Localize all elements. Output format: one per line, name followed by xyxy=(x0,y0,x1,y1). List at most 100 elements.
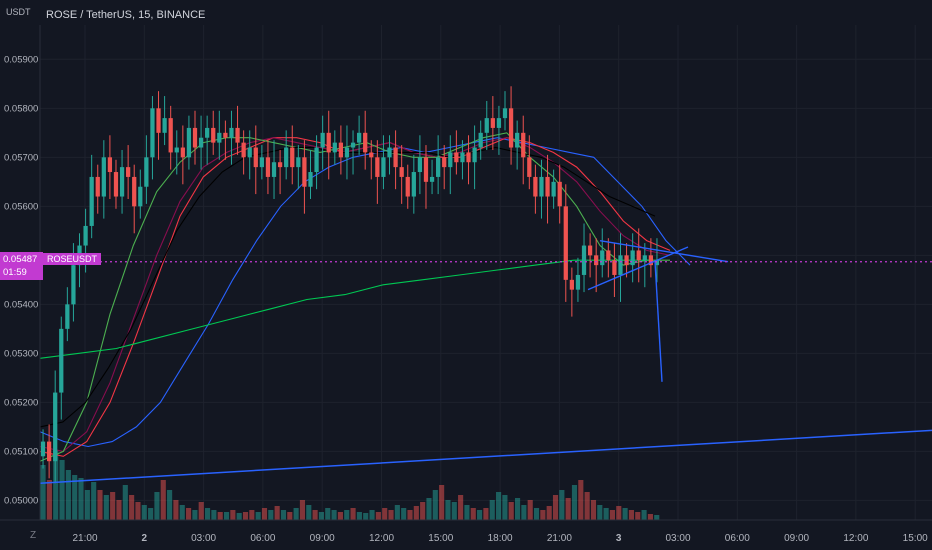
volume-bar xyxy=(261,508,268,520)
candle-body xyxy=(448,152,453,168)
candle-body xyxy=(496,118,502,128)
candle-body xyxy=(442,157,447,168)
y-tick-label: 0.05400 xyxy=(4,299,38,310)
candle-body xyxy=(551,181,556,197)
x-tick-label: 06:00 xyxy=(250,533,275,544)
volume-bar xyxy=(432,490,438,520)
volume-bar xyxy=(369,510,375,520)
volume-bar xyxy=(337,512,343,520)
volume-bar xyxy=(186,508,192,520)
volume-bar xyxy=(249,510,255,520)
volume-bar xyxy=(167,490,173,520)
x-tick-label: 03:00 xyxy=(191,533,216,544)
candle-body xyxy=(466,152,471,163)
volume-bar xyxy=(325,508,331,520)
volume-bar xyxy=(223,512,230,520)
candle-body xyxy=(436,157,441,177)
candle-body xyxy=(350,142,356,148)
candle-body xyxy=(144,157,149,187)
volume-bar xyxy=(116,500,122,520)
candle-body xyxy=(557,181,562,207)
candle-body xyxy=(132,176,137,207)
candle-body xyxy=(71,265,76,305)
candle-body xyxy=(113,172,119,197)
candle-body xyxy=(101,157,106,197)
candle-body xyxy=(265,157,271,177)
candle-body xyxy=(119,167,125,197)
timezone-icon[interactable]: Z xyxy=(30,530,37,541)
volume-bar xyxy=(204,508,211,520)
volume-bar xyxy=(641,510,647,520)
y-tick-label: 0.05000 xyxy=(4,495,38,506)
moving-average-line xyxy=(39,259,650,359)
candle-body xyxy=(284,147,289,168)
candle-body xyxy=(198,137,204,148)
candle-body xyxy=(89,176,94,226)
volume-bar xyxy=(489,500,495,520)
y-tick-label: 0.05300 xyxy=(4,348,38,359)
x-tick-label: 03:00 xyxy=(665,533,690,544)
candle-body xyxy=(229,127,234,138)
volume-bar xyxy=(439,485,445,520)
volume-bar xyxy=(647,514,653,520)
candle-body xyxy=(606,250,611,261)
volume-bar xyxy=(198,502,204,520)
volume-bar xyxy=(40,465,46,520)
candle-body xyxy=(502,108,508,119)
candle-body xyxy=(156,108,161,133)
candle-body xyxy=(429,176,435,182)
candle-body xyxy=(375,157,380,177)
volume-bar xyxy=(401,508,407,520)
candle-body xyxy=(211,127,216,143)
volume-bar xyxy=(255,512,261,520)
y-tick-label: 0.05700 xyxy=(4,152,38,163)
volume-bar xyxy=(527,500,533,520)
volume-bar xyxy=(287,512,293,520)
y-tick-label: 0.05900 xyxy=(4,54,38,65)
volume-bar xyxy=(242,512,249,520)
candle-body xyxy=(150,108,155,158)
x-tick-label: 15:00 xyxy=(903,533,928,544)
candle-body xyxy=(393,147,398,168)
volume-bar xyxy=(344,510,350,520)
candle-body xyxy=(83,225,88,246)
x-tick-label: 21:00 xyxy=(72,533,97,544)
volume-bar xyxy=(293,508,299,520)
volume-bar xyxy=(603,508,609,520)
volume-bar xyxy=(609,510,616,520)
unit-label: USDT xyxy=(6,7,31,17)
projection-line xyxy=(654,261,663,382)
candle-body xyxy=(405,176,410,197)
volume-bar xyxy=(521,505,527,520)
candle-body xyxy=(533,176,538,197)
volume-bar xyxy=(78,478,84,520)
volume-bar xyxy=(483,508,489,520)
y-tick-label: 0.05600 xyxy=(4,201,38,212)
trend-line xyxy=(39,429,932,484)
volume-bar xyxy=(571,485,578,520)
triangle-upper-line xyxy=(599,239,729,263)
x-tick-label: 06:00 xyxy=(725,533,750,544)
candle-body xyxy=(314,147,319,173)
volume-bar xyxy=(502,495,508,520)
candle-body xyxy=(363,132,368,153)
candle-body xyxy=(356,132,362,143)
volume-bar xyxy=(622,508,628,520)
candle-body xyxy=(587,245,593,256)
volume-bar xyxy=(584,492,590,520)
volume-bar xyxy=(53,450,59,520)
candle-body xyxy=(302,157,307,187)
volume-bar xyxy=(464,505,470,520)
y-tick-label: 0.05800 xyxy=(4,103,38,114)
triangle-lower-line xyxy=(587,246,689,291)
volume-bar xyxy=(654,515,660,520)
candle-body xyxy=(65,304,70,329)
volume-bar xyxy=(65,470,71,520)
volume-bar xyxy=(388,510,394,520)
candle-body xyxy=(344,147,350,158)
volume-bar xyxy=(470,508,476,520)
x-tick-label: 2 xyxy=(142,533,148,544)
volume-bar xyxy=(91,482,97,520)
volume-bar xyxy=(451,502,457,520)
